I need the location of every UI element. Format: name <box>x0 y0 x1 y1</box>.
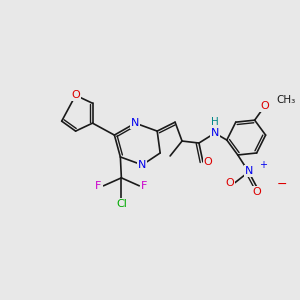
Text: O: O <box>225 178 234 188</box>
Text: F: F <box>141 181 147 191</box>
Text: CH₃: CH₃ <box>277 95 296 105</box>
Text: O: O <box>260 101 269 111</box>
Text: F: F <box>95 181 102 191</box>
Text: H: H <box>211 117 219 127</box>
Text: +: + <box>259 160 267 170</box>
Text: O: O <box>252 187 261 197</box>
Text: Cl: Cl <box>116 199 127 209</box>
Text: O: O <box>203 157 212 167</box>
Text: N: N <box>138 160 146 170</box>
Text: −: − <box>277 178 287 191</box>
Text: N: N <box>244 166 253 176</box>
Text: N: N <box>211 128 219 138</box>
Text: N: N <box>131 118 140 128</box>
Text: O: O <box>71 90 80 100</box>
